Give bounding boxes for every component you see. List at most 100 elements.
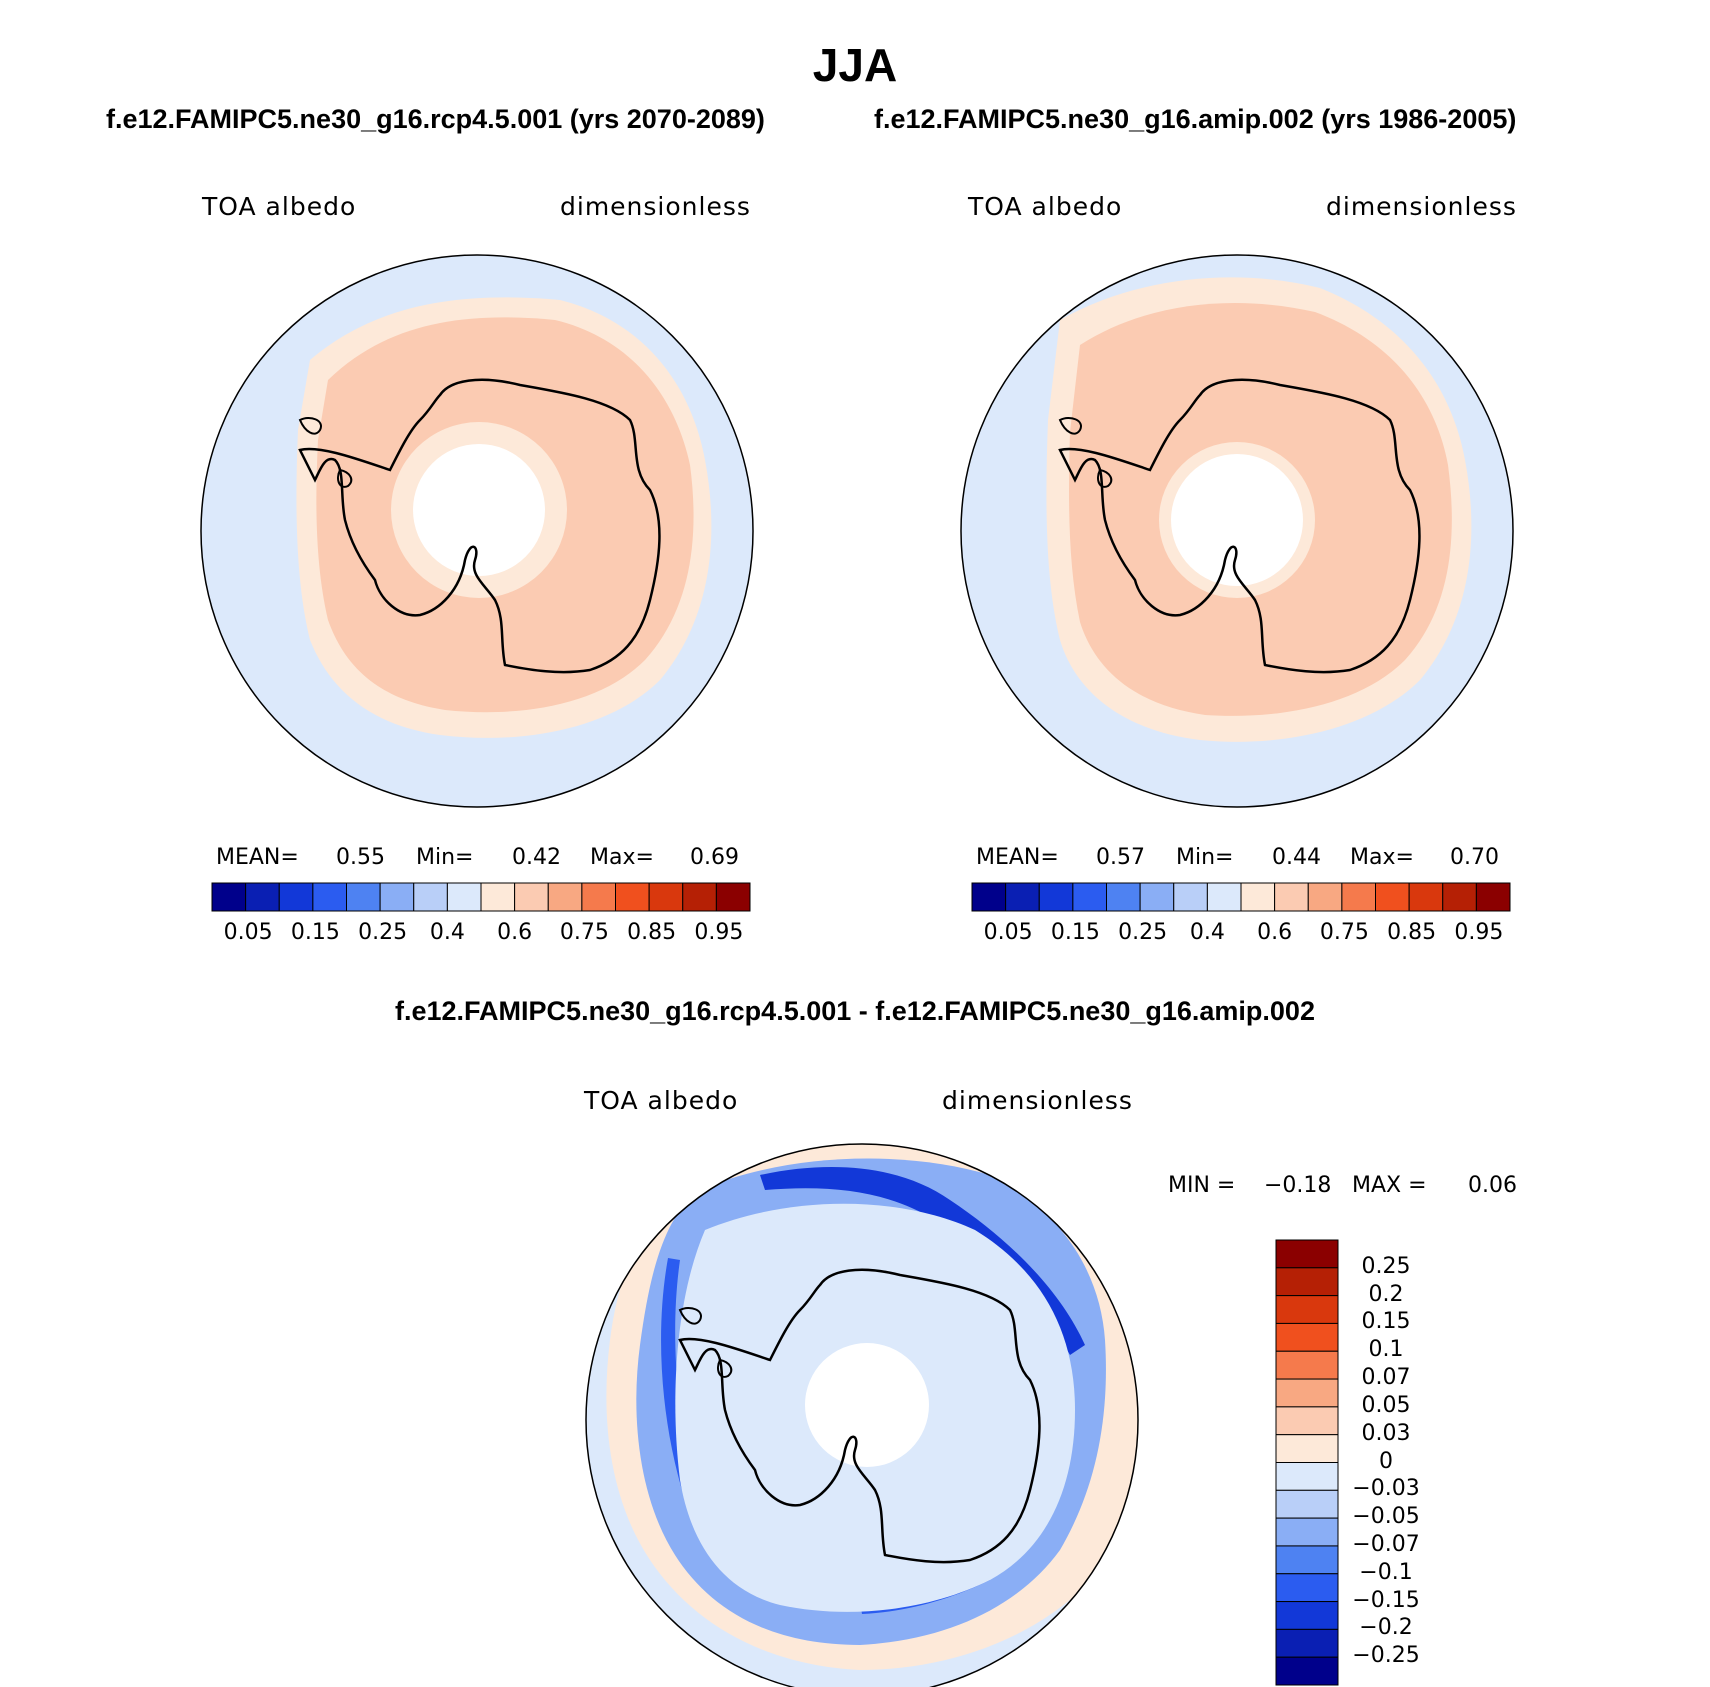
panel1-colorbar-box [312,882,347,912]
panel1-max-value: 0.69 [690,845,739,870]
panel2-colorbar-box [1442,882,1477,912]
panel1-case-title: f.e12.FAMIPC5.ne30_g16.rcp4.5.001 (yrs 2… [106,104,765,134]
panel1-colorbar-box [581,882,616,912]
panel2-colorbar-box [1475,882,1511,912]
colorbar-tick-label: 0.03 [1361,1420,1411,1446]
panel1-colorbar-box [547,882,583,912]
panel2-max-label: Max= [1350,845,1414,870]
panel1-colorbar-box [682,882,717,912]
colorbar-tick-label: 0.15 [1050,920,1100,945]
colorbar-tick-label: 0.05 [223,920,273,945]
panel2-colorbar-box [1173,882,1208,912]
panel2-colorbar-box [1139,882,1175,912]
panel2-mean-label: MEAN= [976,845,1059,870]
panel1-colorbar-box [211,882,247,912]
colorbar-tick-label: 0.05 [1361,1392,1411,1418]
panel2-units-label: dimensionless [1326,192,1517,221]
panel2-min-label: Min= [1176,845,1234,870]
panel2-colorbar-box [1038,882,1074,912]
colorbar-tick-label: 0.15 [290,920,340,945]
panel2-pole-hole [1171,454,1303,586]
panel1-mean-value: 0.55 [336,845,385,870]
difference-colorbar-box [1275,1406,1339,1436]
colorbar-tick-label: 0.75 [1319,920,1369,945]
panel1-colorbar-box [514,882,549,912]
panel2-colorbar-box [1240,882,1276,912]
difference-colorbar-box [1275,1517,1339,1547]
panel2-colorbar-box [1106,882,1141,912]
panel1-map-boundary [200,254,754,808]
panel2-colorbar-box [1206,882,1242,912]
colorbar-tick-label: 0 [1379,1448,1393,1474]
difference-units-label: dimensionless [942,1086,1133,1115]
panel2-colorbar-box [1072,882,1107,912]
colorbar-tick-label: 0.4 [429,920,465,945]
panel2-map-boundary [960,254,1514,808]
difference-colorbar-box [1275,1628,1339,1658]
difference-max-label: MAX = [1352,1173,1427,1198]
colorbar-tick-label: 0.05 [983,920,1033,945]
colorbar-tick-label: 0.25 [1118,920,1168,945]
difference-colorbar-box [1275,1378,1339,1408]
page-title: JJA [812,39,898,91]
difference-min-label: MIN = [1168,1173,1236,1198]
colorbar-tick-label: −0.07 [1352,1531,1420,1557]
panel2-polar-map [961,255,1513,807]
difference-colorbar-box [1275,1545,1339,1575]
colorbar-tick-label: 0.2 [1368,1281,1404,1307]
difference-colorbar-box [1275,1601,1339,1630]
panel1-max-label: Max= [590,845,654,870]
panel2-case-title: f.e12.FAMIPC5.ne30_g16.amip.002 (yrs 198… [874,104,1517,134]
colorbar-tick-label: 0.75 [559,920,609,945]
panel2-colorbar-box [1274,882,1309,912]
panel1-colorbar-box [346,882,381,912]
panel1-colorbar-box [480,882,516,912]
colorbar-tick-label: 0.95 [1454,920,1504,945]
difference-colorbar-box [1275,1656,1339,1686]
difference-colorbar-box [1275,1267,1339,1297]
panel2-max-value: 0.70 [1450,845,1499,870]
colorbar-tick-label: 0.15 [1361,1309,1411,1335]
colorbar-tick-label: −0.05 [1352,1504,1420,1530]
difference-polar-map [586,1144,1138,1687]
panel1-colorbar-box [379,882,415,912]
colorbar-tick-label: −0.1 [1359,1559,1413,1585]
panel1-colorbar [211,882,751,912]
panel2-colorbar [971,882,1511,912]
panel2-colorbar-box [1408,882,1444,912]
difference-colorbar-box [1275,1322,1339,1352]
panel1-units-label: dimensionless [560,192,751,221]
difference-max-value: 0.06 [1468,1173,1517,1198]
colorbar-tick-label: 0.25 [358,920,408,945]
panel1-colorbar-box [446,882,482,912]
panel2-antarctica-coastline [1058,378,1421,674]
colorbar-tick-label: −0.2 [1359,1615,1413,1641]
colorbar-tick-label: 0.07 [1361,1365,1411,1391]
panel1-mean-label: MEAN= [216,845,299,870]
panel1-colorbar-box [715,882,751,912]
panel1-min-label: Min= [416,845,474,870]
colorbar-tick-label: 0.25 [1361,1253,1411,1279]
colorbar-tick-label: 0.85 [1387,920,1437,945]
panel1-polar-map [201,255,753,807]
colorbar-tick-label: −0.03 [1352,1476,1420,1502]
colorbar-tick-label: 0.85 [627,920,677,945]
difference-title: f.e12.FAMIPC5.ne30_g16.rcp4.5.001 - f.e1… [395,996,1315,1026]
panel1-colorbar-box [615,882,650,912]
difference-colorbar [1275,1239,1339,1686]
panel1-colorbar-box [413,882,448,912]
difference-colorbar-box [1275,1434,1339,1463]
panel1-colorbar-box [648,882,684,912]
colorbar-tick-label: −0.15 [1352,1587,1420,1613]
panel1-min-value: 0.42 [512,845,561,870]
difference-colorbar-box [1275,1573,1339,1603]
panel2-colorbar-box [1375,882,1410,912]
panel1-colorbar-box [245,882,280,912]
difference-negative-band-core [760,1167,1085,1355]
difference-colorbar-box [1275,1295,1339,1324]
difference-map-boundary [585,1143,1139,1687]
colorbar-tick-label: 0.1 [1368,1337,1404,1363]
panel1-colorbar-box [278,882,314,912]
difference-min-value: −0.18 [1264,1173,1332,1198]
